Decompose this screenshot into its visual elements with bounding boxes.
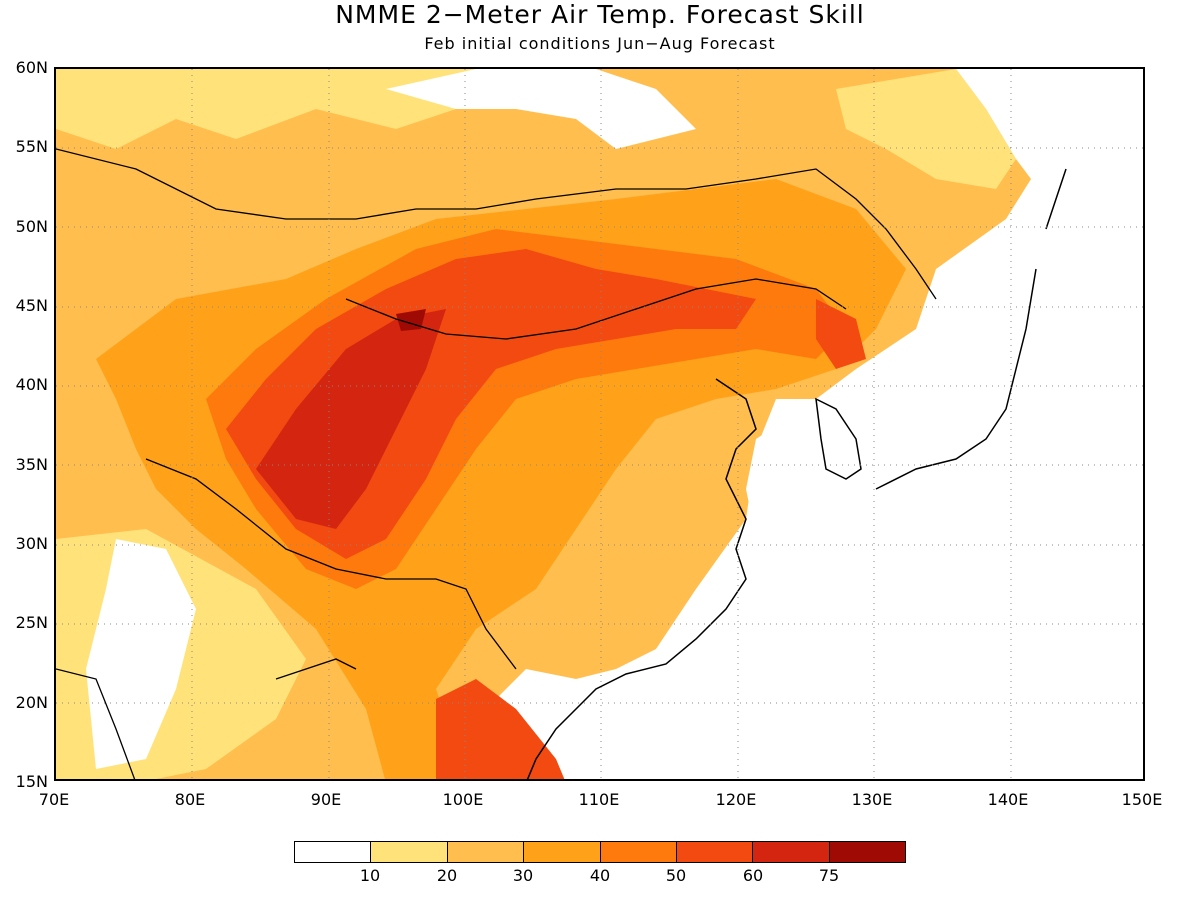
chart-title: NMME 2−Meter Air Temp. Forecast Skill xyxy=(335,0,865,29)
skill-75-region xyxy=(256,309,446,529)
lon-label-80e: 80E xyxy=(174,790,206,809)
colorbar-label-75: 75 xyxy=(818,866,840,885)
japan-outline xyxy=(875,168,1067,490)
lat-label-50n: 50N xyxy=(15,217,48,236)
lon-label-70e: 70E xyxy=(38,790,70,809)
colorbar-label-30: 30 xyxy=(512,866,534,885)
colorbar-bin-5 xyxy=(676,842,754,862)
lat-label-45n: 45N xyxy=(15,296,48,315)
himalaya-border xyxy=(145,458,517,670)
colorbar-bin-2 xyxy=(447,842,525,862)
no-skill-india xyxy=(86,539,196,769)
colorbar xyxy=(294,841,906,863)
korea-outline xyxy=(815,397,862,480)
lon-label-110e: 110E xyxy=(578,790,620,809)
skill-map xyxy=(56,69,1143,779)
light-skill-north xyxy=(56,69,476,149)
lon-label-140e: 140E xyxy=(987,790,1029,809)
colorbar-bin-3 xyxy=(524,842,601,862)
skill-manchuria xyxy=(816,299,866,369)
colorbar-label-40: 40 xyxy=(589,866,611,885)
lon-label-150e: 150E xyxy=(1121,790,1163,809)
colorbar-bin-6 xyxy=(753,842,830,862)
colorbar-bin-7 xyxy=(829,842,905,862)
lon-label-130e: 130E xyxy=(851,790,893,809)
lon-label-100e: 100E xyxy=(442,790,484,809)
light-skill-ne xyxy=(836,69,1016,189)
lat-label-30n: 30N xyxy=(15,534,48,553)
lat-label-25n: 25N xyxy=(15,613,48,632)
grid-lines xyxy=(56,69,1143,779)
lat-label-15n: 15N xyxy=(15,772,48,791)
colorbar-label-50: 50 xyxy=(665,866,687,885)
coastline xyxy=(526,378,757,779)
colorbar-bin-0 xyxy=(295,842,372,862)
india-coast xyxy=(56,658,357,779)
skill-southeast-asia xyxy=(436,679,565,779)
chart-subtitle: Feb initial conditions Jun−Aug Forecast xyxy=(424,34,776,53)
colorbar-bin-1 xyxy=(371,842,448,862)
colorbar-bin-4 xyxy=(600,842,677,862)
lon-label-90e: 90E xyxy=(310,790,342,809)
lat-label-60n: 60N xyxy=(15,58,48,77)
no-skill-north-patch xyxy=(386,69,696,149)
lat-label-35n: 35N xyxy=(15,455,48,474)
lon-label-120e: 120E xyxy=(715,790,757,809)
colorbar-label-10: 10 xyxy=(359,866,381,885)
russia-border xyxy=(56,148,937,300)
lat-label-55n: 55N xyxy=(15,137,48,156)
china-mongolia-border xyxy=(345,278,847,340)
colorbar-label-20: 20 xyxy=(436,866,458,885)
no-skill-ocean xyxy=(636,69,1143,779)
lat-label-40n: 40N xyxy=(15,375,48,394)
lat-label-20n: 20N xyxy=(15,693,48,712)
colorbar-label-60: 60 xyxy=(742,866,764,885)
map-panel xyxy=(54,67,1145,781)
